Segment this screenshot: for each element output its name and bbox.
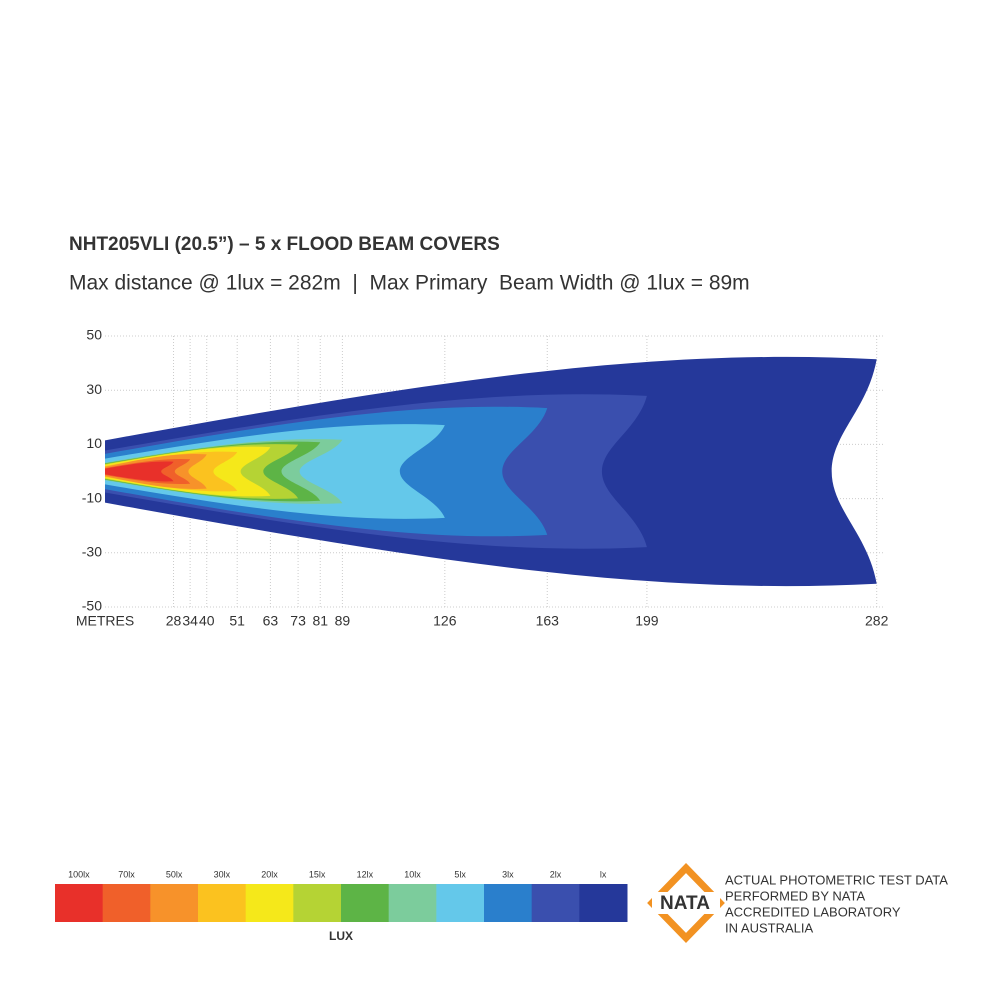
- x-tick-label: 199: [635, 613, 659, 629]
- y-tick-label: -30: [82, 544, 102, 560]
- legend-label: 100lx: [68, 869, 90, 879]
- x-tick-label: 282: [865, 613, 889, 629]
- legend-label: 20lx: [261, 869, 278, 879]
- legend: 100lx 70lx 50lx 30lx 20lx 15lx 12lx 10lx 5lx 3lx 2…: [55, 869, 628, 922]
- legend-title: LUX: [329, 929, 353, 943]
- x-axis-label: METRES: [76, 613, 134, 629]
- beam-zone: [105, 461, 174, 482]
- legend-swatch: [484, 884, 533, 922]
- x-tick-label: 163: [536, 613, 560, 629]
- legend-swatch: [436, 884, 485, 922]
- badge-line: ACCREDITED LABORATORY: [725, 904, 901, 919]
- y-tick-label: -10: [82, 489, 102, 505]
- x-tick-label: 51: [229, 613, 245, 629]
- x-tick-label: 81: [312, 613, 328, 629]
- legend-label: 10lx: [404, 869, 421, 879]
- y-tick-label: 50: [86, 327, 102, 343]
- beam-zones: [105, 356, 877, 587]
- chart-subtitle: Max distance @ 1lux = 282m | Max Primary…: [69, 272, 750, 295]
- logo-diamond: [647, 862, 725, 944]
- legend-label: 15lx: [309, 869, 326, 879]
- x-tick-label: 89: [335, 613, 351, 629]
- x-tick-label: 34: [182, 613, 198, 629]
- legend-swatch: [55, 884, 104, 922]
- badge-line: ACTUAL PHOTOMETRIC TEST DATA: [725, 872, 948, 887]
- badge-line: IN AUSTRALIA: [725, 920, 813, 935]
- x-tick-label: 126: [433, 613, 457, 629]
- x-tick-label: 63: [263, 613, 279, 629]
- legend-label: 50lx: [166, 869, 183, 879]
- legend-label: 70lx: [118, 869, 135, 879]
- legend-label: 3lx: [502, 869, 514, 879]
- legend-swatch: [198, 884, 247, 922]
- badge-line: PERFORMED BY NATA: [725, 888, 865, 903]
- legend-swatch: [293, 884, 342, 922]
- axis-labels: 50 30 10 -10 -30 -50 28 34 40 51 63 73 81 89 126 163 199…: [82, 327, 889, 629]
- nata-badge: NATA ACTUAL PHOTOMETRIC TEST DATA PERFOR…: [647, 862, 948, 944]
- x-tick-label: 73: [290, 613, 306, 629]
- x-tick-label: 28: [166, 613, 182, 629]
- legend-label: 2lx: [550, 869, 562, 879]
- logo-text: NATA: [660, 893, 710, 914]
- x-tick-label: 40: [199, 613, 215, 629]
- legend-label: 12lx: [357, 869, 374, 879]
- legend-label: 5lx: [454, 869, 466, 879]
- legend-swatch: [388, 884, 437, 922]
- legend-label: 30lx: [214, 869, 231, 879]
- legend-swatch: [150, 884, 199, 922]
- y-tick-label: 30: [86, 381, 102, 397]
- legend-swatch: [341, 884, 390, 922]
- legend-label: lx: [600, 869, 607, 879]
- chart-title: NHT205VLI (20.5”) – 5 x FLOOD BEAM COVER…: [69, 234, 500, 255]
- y-tick-label: 10: [86, 435, 102, 451]
- y-tick-label: -50: [82, 598, 102, 614]
- legend-swatch: [245, 884, 294, 922]
- legend-swatch: [102, 884, 151, 922]
- legend-swatch: [531, 884, 580, 922]
- legend-swatch: [579, 884, 628, 922]
- logo-backdrop: [652, 892, 720, 914]
